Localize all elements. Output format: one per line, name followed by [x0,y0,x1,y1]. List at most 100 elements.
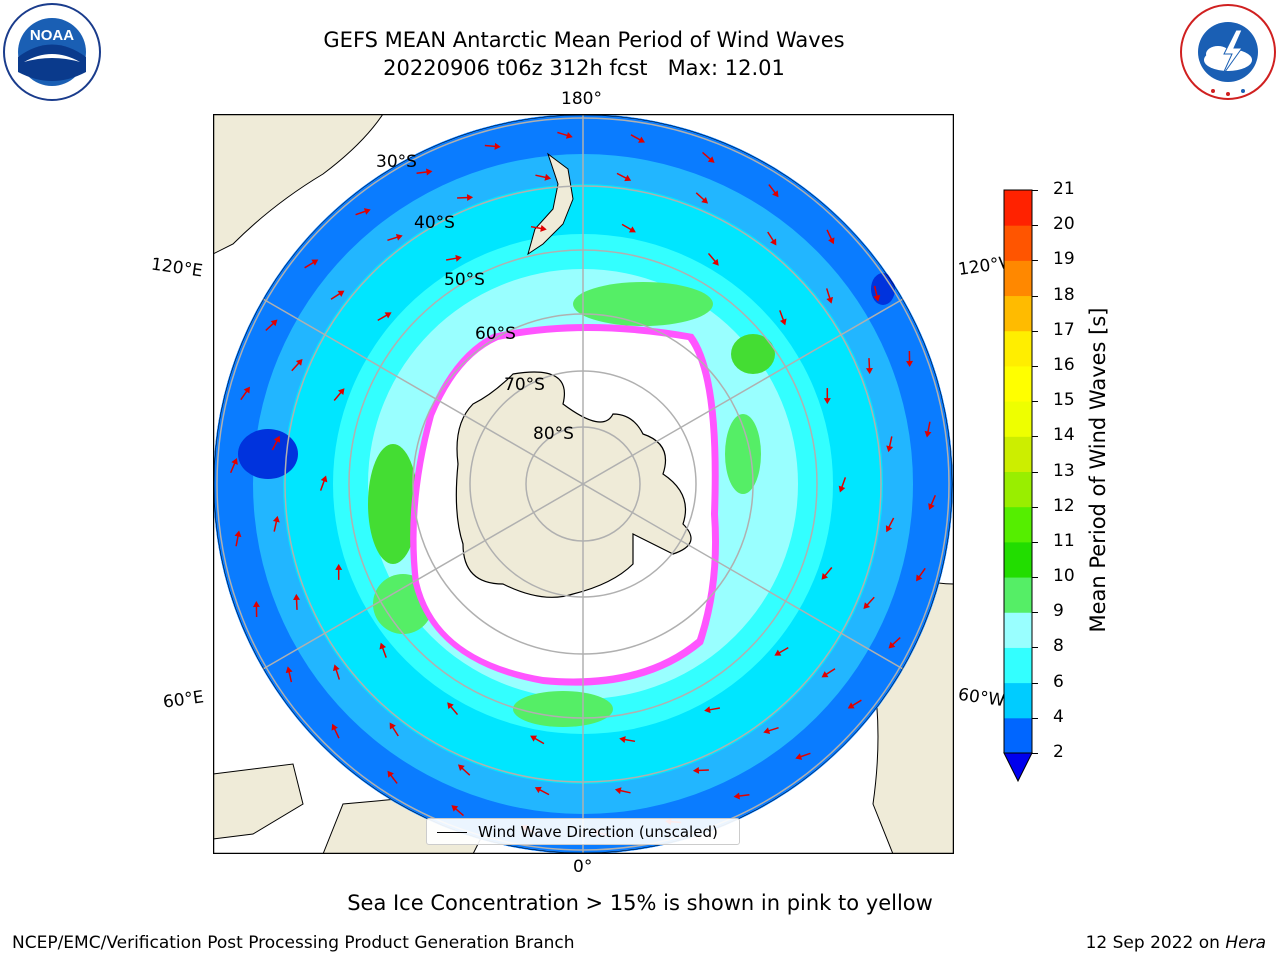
wave-direction-arrow [768,184,779,198]
chart-title: GEFS MEAN Antarctic Mean Period of Wind … [323,28,845,52]
colorbar-segment [1004,682,1032,719]
wave-direction-arrow [886,436,894,453]
wave-direction-arrow [825,288,834,304]
polar-map [212,113,955,855]
colorbar-tick-mark [1032,471,1038,473]
colorbar-tick-mark [1032,717,1038,719]
wave-direction-arrow [916,567,926,582]
colorbar-tick-label: 9 [1053,601,1064,622]
wave-direction-arrow [873,285,881,302]
wave-direction-arrow [767,231,777,246]
wave-direction-arrow [445,254,462,262]
colorbar-tick-label: 13 [1053,460,1075,481]
colorbar-tick-label: 10 [1053,566,1075,587]
colorbar-segment [1004,717,1032,754]
wave-direction-arrow [779,310,787,326]
colorbar-segment [1004,436,1032,472]
colorbar-tick-label: 18 [1053,284,1075,305]
colorbar-tick-mark [1032,365,1038,367]
colorbar-segment [1004,541,1032,578]
wave-direction-arrow [335,563,343,580]
land-antarctica [455,371,692,598]
colorbar-tick-label: 11 [1053,530,1075,551]
chart-subtitle: 20220906 t06z 312h fcst Max: 12.01 [383,56,785,80]
colorbar-tick-label: 21 [1053,179,1075,199]
lon-label-60w: 60°W [956,684,1007,712]
colorbar-segment [1004,401,1032,437]
colorbar-segment [1004,190,1032,226]
graticule [216,114,950,854]
wind-wave-arrows [229,131,937,837]
wave-direction-arrow [906,350,914,367]
colorbar-segment [1004,612,1032,648]
credit-date: 12 Sep 2022 on Hera [1086,933,1266,953]
colorbar [1003,189,1033,783]
credit-date-text: 12 Sep 2022 on [1085,933,1220,953]
land-madagascar [213,763,304,840]
colorbar-tick-mark [1032,647,1038,649]
lon-label-60e: 60°E [161,687,206,713]
colorbar-tick-label: 17 [1053,319,1075,340]
colorbar-tick-mark [1032,753,1038,754]
colorbar-tick-label: 16 [1053,354,1075,375]
wave-direction-arrow [888,636,901,649]
wave-direction-arrow [451,805,464,817]
wave-direction-arrow [885,517,895,533]
wave-direction-arrow [928,494,937,510]
wave-direction-arrow [293,593,301,610]
colorbar-segment [1004,295,1032,332]
colorbar-tick-mark [1032,682,1038,684]
colorbar-segment [1004,330,1032,367]
wave-direction-arrow [304,259,319,269]
colorbar-tick-mark [1032,506,1038,508]
credit-branch: NCEP/EMC/Verification Post Processing Pr… [12,933,575,953]
wave-direction-arrow [484,142,501,150]
legend-text: Wind Wave Direction (unscaled) [478,823,718,841]
lon-label-180: 180° [561,89,602,109]
wave-direction-arrow [457,194,474,202]
wave-direction-arrow [333,388,345,401]
wave-direction-arrow [695,192,709,204]
colorbar-tick-label: 12 [1053,495,1075,516]
wave-direction-arrow [619,736,636,744]
colorbar-segment [1004,647,1032,684]
colorbar-tick-mark [1032,295,1038,297]
wave-direction-arrow [924,421,932,438]
noaa-logo: NOAA [2,2,102,102]
wave-direction-arrow [616,172,632,182]
wave-direction-arrow [621,223,636,233]
sea-ice-note: Sea Ice Concentration > 15% is shown in … [347,891,933,915]
lat-label-50s: 50°S [444,270,485,290]
colorbar-tick-mark [1032,541,1038,543]
wave-direction-arrow [838,477,847,493]
wave-direction-arrow [534,786,550,796]
lat-label-40s: 40°S [414,213,455,233]
colorbar-segment [1004,225,1032,261]
lat-label-60s: 60°S [475,324,516,344]
wave-direction-arrow [457,764,471,776]
map-legend: Wind Wave Direction (unscaled) [426,818,740,845]
wave-direction-arrow [826,229,835,245]
land-new-zealand [527,152,574,256]
wave-direction-arrow [265,319,278,332]
wave-direction-arrow [240,386,250,401]
wave-direction-arrow [387,770,398,784]
wave-direction-arrow [535,173,552,181]
colorbar-tick-mark [1032,401,1038,403]
wave-direction-arrow [530,735,545,745]
legend-line-sample [437,832,467,833]
colorbar-label: Mean Period of Wind Waves [s] [1086,307,1110,633]
colorbar-tick-mark [1032,612,1038,614]
wave-direction-arrow [863,596,875,610]
wave-direction-arrow [702,151,715,163]
lat-label-30s: 30°S [376,152,417,172]
wave-direction-arrow [355,208,371,216]
colorbar-tick-mark [1032,577,1038,579]
wave-direction-arrow [614,787,631,795]
wave-direction-arrow [319,475,328,491]
wave-direction-arrow [774,646,789,656]
wave-direction-arrow [530,224,547,232]
wave-direction-arrow [234,530,242,547]
colorbar-tick-mark [1032,330,1038,332]
colorbar-tick-label: 4 [1053,706,1064,727]
